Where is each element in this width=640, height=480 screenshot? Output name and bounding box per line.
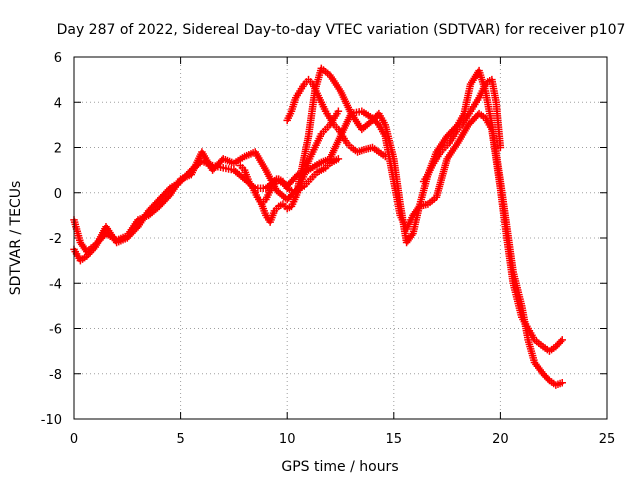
series-2 [257, 107, 343, 226]
data-point [496, 143, 505, 152]
plot-frame [73, 56, 608, 420]
series-3 [236, 155, 343, 208]
chart-title: Day 287 of 2022, Sidereal Day-to-day VTE… [57, 22, 626, 38]
y-tick-label: -2 [49, 232, 62, 247]
data-point [558, 379, 566, 387]
series-5 [419, 75, 505, 186]
x-tick-label: 10 [279, 432, 296, 447]
y-tick-label: -4 [49, 277, 62, 292]
data-point [558, 336, 566, 344]
x-tick-label: 5 [176, 432, 184, 447]
x-tick-label: 25 [599, 432, 616, 447]
series-1 [70, 64, 566, 389]
y-tick-label: 6 [54, 51, 62, 66]
x-tick-label: 0 [70, 432, 78, 447]
y-tick-label: -10 [41, 413, 62, 428]
tick-layer: 0 5 10 15 20 25 -10 -8 -6 -4 -2 0 2 4 6 [41, 51, 616, 447]
x-tick-label: 20 [492, 432, 509, 447]
x-axis-label: GPS time / hours [281, 459, 398, 475]
data-point [334, 155, 343, 163]
data-point [381, 152, 390, 161]
y-tick-label: -6 [49, 323, 62, 338]
x-tick-label: 15 [386, 432, 403, 447]
y-tick-label: 4 [54, 96, 62, 111]
y-tick-label: 0 [54, 187, 62, 202]
y-axis-label: SDTVAR / TECUs [8, 181, 24, 296]
y-tick-label: 2 [54, 142, 62, 157]
data-point [334, 107, 343, 116]
y-tick-label: -8 [49, 368, 62, 383]
series-layer [70, 64, 566, 389]
series-4 [283, 75, 390, 161]
